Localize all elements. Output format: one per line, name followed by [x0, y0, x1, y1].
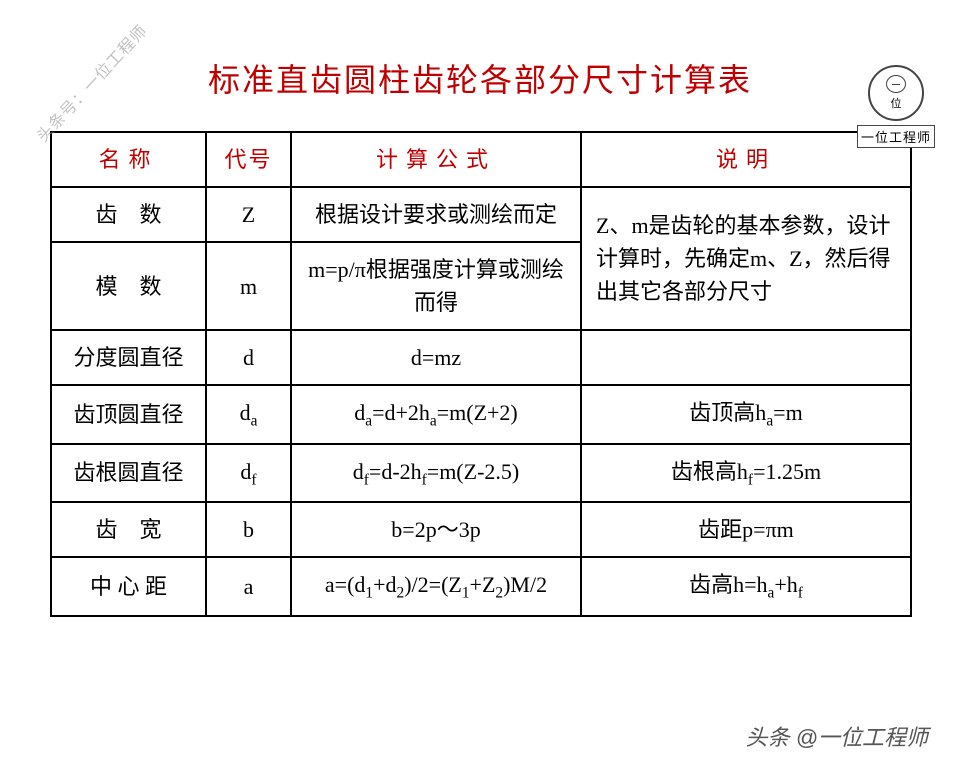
cell-name: 中 心 距 — [51, 557, 206, 616]
calculation-table: 名称代号计算公式说明齿 数Z根据设计要求或测绘而定Z、m是齿轮的基本参数，设计计… — [50, 131, 910, 617]
cell-name: 分度圆直径 — [51, 330, 206, 385]
cell-formula: a=(d1+d2)/2=(Z1+Z2)M/2 — [291, 557, 581, 616]
cell-symbol: a — [206, 557, 291, 616]
cell-formula: b=2p～3p — [291, 502, 581, 557]
cell-name: 齿顶圆直径 — [51, 385, 206, 444]
cell-desc: 齿根高hf=1.25m — [581, 444, 911, 503]
cell-formula: m=p/π根据强度计算或测绘而得 — [291, 242, 581, 330]
cell-formula: d=mz — [291, 330, 581, 385]
logo-label: 一位工程师 — [857, 125, 935, 148]
cell-formula: df=d-2hf=m(Z-2.5) — [291, 444, 581, 503]
cell-desc — [581, 330, 911, 385]
cell-name: 齿 数 — [51, 187, 206, 242]
page-title: 标准直齿圆柱齿轮各部分尺寸计算表 — [0, 55, 960, 101]
cell-name: 齿 宽 — [51, 502, 206, 557]
logo-icon: 一 位 — [868, 65, 924, 121]
table-row: 中 心 距aa=(d1+d2)/2=(Z1+Z2)M/2齿高h=ha+hf — [51, 557, 911, 616]
footer-credit: 头条 @一位工程师 — [746, 720, 928, 752]
cell-formula: da=d+2ha=m(Z+2) — [291, 385, 581, 444]
table-header: 代号 — [206, 132, 291, 187]
table-row: 齿顶圆直径dada=d+2ha=m(Z+2)齿顶高ha=m — [51, 385, 911, 444]
cell-symbol: Z — [206, 187, 291, 242]
cell-desc: 齿高h=ha+hf — [581, 557, 911, 616]
table-row: 齿根圆直径dfdf=d-2hf=m(Z-2.5)齿根高hf=1.25m — [51, 444, 911, 503]
cell-symbol: m — [206, 242, 291, 330]
table-row: 齿 数Z根据设计要求或测绘而定Z、m是齿轮的基本参数，设计计算时，先确定m、Z，… — [51, 187, 911, 242]
table-header: 名称 — [51, 132, 206, 187]
cell-symbol: d — [206, 330, 291, 385]
table-row: 齿 宽bb=2p～3p齿距p=πm — [51, 502, 911, 557]
cell-name: 齿根圆直径 — [51, 444, 206, 503]
cell-symbol: b — [206, 502, 291, 557]
cell-name: 模 数 — [51, 242, 206, 330]
cell-desc: 齿距p=πm — [581, 502, 911, 557]
table-header: 计算公式 — [291, 132, 581, 187]
logo-area: 一 位 一位工程师 — [857, 65, 935, 148]
cell-desc: 齿顶高ha=m — [581, 385, 911, 444]
cell-desc: Z、m是齿轮的基本参数，设计计算时，先确定m、Z，然后得出其它各部分尺寸 — [581, 187, 911, 330]
table-row: 分度圆直径dd=mz — [51, 330, 911, 385]
cell-symbol: da — [206, 385, 291, 444]
cell-formula: 根据设计要求或测绘而定 — [291, 187, 581, 242]
cell-symbol: df — [206, 444, 291, 503]
